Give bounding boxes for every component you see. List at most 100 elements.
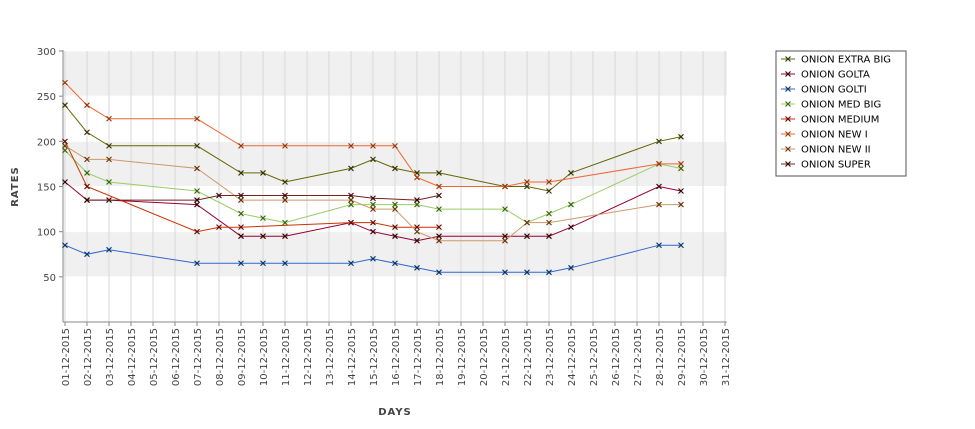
data-point [436, 206, 442, 212]
data-point [106, 115, 112, 122]
data-point [392, 142, 398, 149]
data-point [370, 219, 376, 226]
data-point [84, 102, 90, 109]
data-point [502, 237, 508, 244]
legend-label: ONION MEDIUM [801, 115, 879, 126]
series-line [64, 82, 681, 187]
data-point [348, 165, 354, 172]
data-point [568, 224, 574, 231]
data-point [524, 183, 530, 190]
data-point [348, 219, 354, 226]
data-point [238, 233, 244, 240]
legend-swatch-marker [785, 71, 791, 77]
legend-item: ONION MED BIG [781, 100, 881, 111]
data-point [678, 165, 684, 172]
data-point [238, 197, 244, 203]
data-point [238, 192, 244, 199]
data-point [656, 161, 662, 167]
x-tick-label: 28-12-2015 [655, 328, 666, 386]
legend-swatch-marker [785, 56, 791, 62]
series-onion-new-i [62, 79, 684, 190]
data-point [568, 201, 574, 208]
data-point [238, 224, 244, 231]
data-point [194, 188, 200, 194]
data-point [414, 237, 420, 244]
data-point [502, 206, 508, 212]
legend-label: ONION SUPER [801, 160, 871, 171]
data-point [194, 260, 200, 267]
data-point [546, 210, 552, 217]
data-point [524, 179, 530, 185]
legend-item: ONION GOLTI [781, 85, 867, 96]
legend-swatch-marker [785, 116, 791, 122]
data-point [282, 142, 288, 149]
y-axis-ticks: 50 100 150 200 250 300 [37, 47, 63, 284]
data-point [62, 179, 68, 185]
data-point [282, 260, 288, 267]
series-onion-super [84, 192, 442, 203]
data-point [546, 188, 552, 194]
data-point [436, 170, 442, 176]
data-point [546, 219, 552, 226]
y-axis-title: RATES [10, 166, 21, 207]
data-point [414, 197, 420, 203]
y-tick-label: 250 [37, 92, 56, 103]
legend-swatch-marker [785, 161, 791, 167]
data-point [414, 264, 420, 271]
data-point [194, 165, 200, 172]
data-point [62, 142, 68, 149]
data-point [106, 142, 112, 149]
x-tick-label: 24-12-2015 [567, 328, 578, 386]
data-point [546, 233, 552, 240]
x-axis-title: DAYS [378, 407, 412, 418]
data-point [678, 133, 684, 140]
data-point [348, 192, 354, 199]
data-point [260, 170, 266, 176]
data-point [370, 255, 376, 262]
data-point [678, 242, 684, 249]
data-point [62, 79, 68, 86]
data-point [524, 219, 530, 226]
y-tick-label: 50 [43, 273, 56, 284]
y-tick-label: 300 [37, 47, 56, 58]
data-point [678, 201, 684, 208]
data-point [348, 201, 354, 208]
data-point [370, 142, 376, 149]
data-point [414, 174, 420, 181]
data-point [436, 237, 442, 244]
data-point [106, 179, 112, 185]
data-point [502, 269, 508, 276]
series-onion-golti [62, 242, 684, 276]
x-tick-label: 22-12-2015 [523, 328, 534, 386]
x-tick-label: 30-12-2015 [699, 328, 710, 386]
data-point [546, 269, 552, 276]
data-point [62, 242, 68, 249]
data-point [238, 170, 244, 176]
series-layer [62, 79, 684, 276]
data-point [414, 224, 420, 231]
data-point [436, 183, 442, 190]
data-point [436, 192, 442, 199]
data-point [436, 269, 442, 276]
legend-label: ONION NEW II [801, 145, 871, 156]
series-onion-medium [62, 138, 442, 235]
data-point [62, 102, 68, 109]
data-point [436, 233, 442, 240]
y-tick-label: 100 [37, 228, 56, 239]
x-tick-label: 23-12-2015 [545, 328, 556, 386]
legend-item: ONION SUPER [781, 160, 871, 171]
x-tick-label: 04-12-2015 [127, 328, 138, 386]
data-point [546, 179, 552, 185]
x-tick-label: 27-12-2015 [633, 328, 644, 386]
x-tick-label: 19-12-2015 [457, 328, 468, 386]
data-point [282, 192, 288, 199]
data-point [392, 201, 398, 208]
data-point [260, 233, 266, 240]
data-point [194, 201, 200, 208]
data-point [348, 142, 354, 149]
data-point [502, 233, 508, 240]
x-tick-label: 09-12-2015 [237, 328, 248, 386]
data-point [414, 228, 420, 235]
data-point [392, 165, 398, 172]
